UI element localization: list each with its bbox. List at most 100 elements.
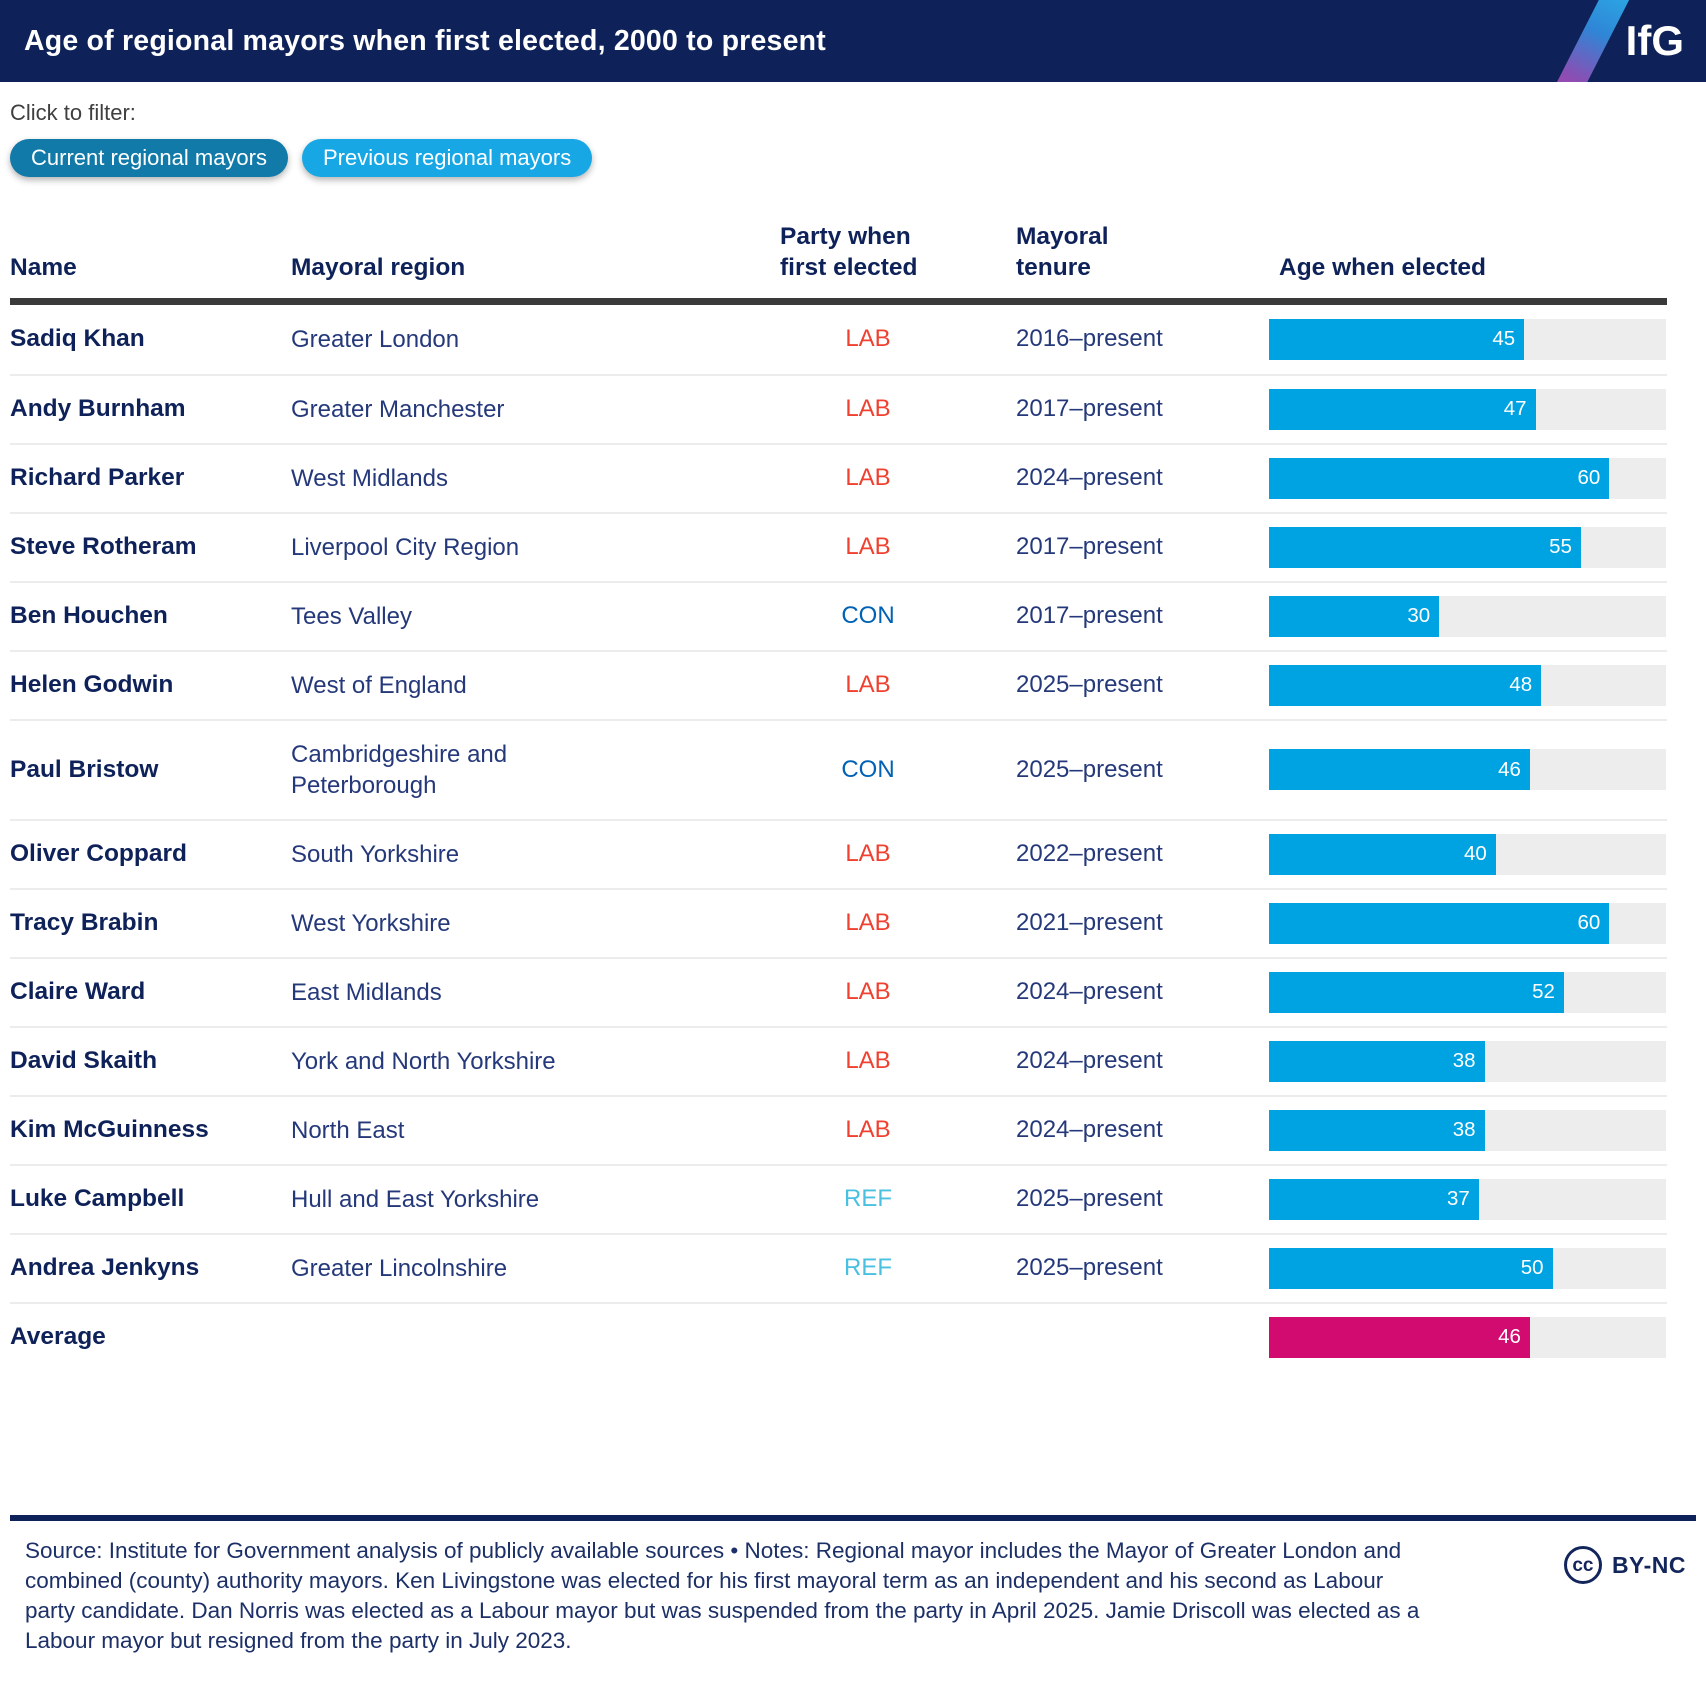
license-label: BY-NC xyxy=(1611,1551,1686,1578)
filter-button-current-regional-mayors[interactable]: Current regional mayors xyxy=(10,139,288,177)
tenure-label: 2024–present xyxy=(1016,1116,1163,1144)
party-label: LAB xyxy=(845,909,891,937)
mayoral-region: Tees Valley xyxy=(291,602,412,630)
mayor-name: Helen Godwin xyxy=(10,671,174,699)
age-bar: 38 xyxy=(1269,1109,1485,1151)
age-bar-track: 38 xyxy=(1269,1109,1666,1151)
table-row: Sadiq Khan Greater London LAB 2016–prese… xyxy=(10,305,1667,374)
age-bar: 50 xyxy=(1269,1247,1553,1289)
party-label: LAB xyxy=(845,395,891,423)
mayor-name: Steve Rotheram xyxy=(10,533,197,561)
table-row: Richard Parker West Midlands LAB 2024–pr… xyxy=(10,442,1667,512)
filter-section: Click to filter: Current regional mayors… xyxy=(10,100,1706,177)
party-label: CON xyxy=(841,755,895,783)
mayoral-region: Cambridgeshire and Peterborough xyxy=(291,740,508,799)
table-row: Claire Ward East Midlands LAB 2024–prese… xyxy=(10,956,1667,1026)
mayoral-region: Greater Manchester xyxy=(291,395,505,423)
table-row: Luke Campbell Hull and East Yorkshire RE… xyxy=(10,1163,1667,1233)
party-label: LAB xyxy=(845,978,891,1006)
tenure-label: 2024–present xyxy=(1016,464,1163,492)
table-body: Sadiq Khan Greater London LAB 2016–prese… xyxy=(10,305,1667,1371)
tenure-label: 2017–present xyxy=(1016,533,1163,561)
mayoral-region: Greater London xyxy=(291,325,460,353)
age-bar-track: 45 xyxy=(1269,318,1666,360)
age-value: 30 xyxy=(1407,604,1431,628)
age-bar: 46 xyxy=(1269,1316,1530,1358)
table-row: Andy Burnham Greater Manchester LAB 2017… xyxy=(10,373,1667,443)
mayor-name: Sadiq Khan xyxy=(10,325,145,353)
table-row: Kim McGuinness North East LAB 2024–prese… xyxy=(10,1094,1667,1164)
mayor-name: Richard Parker xyxy=(10,464,185,492)
age-bar-cell: 60 xyxy=(1269,902,1666,944)
tenure-label: 2025–present xyxy=(1016,1185,1163,1213)
mayoral-region: Hull and East Yorkshire xyxy=(291,1185,540,1213)
age-value: 45 xyxy=(1492,327,1516,351)
age-bar-track: 37 xyxy=(1269,1178,1666,1220)
age-bar-cell: 40 xyxy=(1269,833,1666,875)
age-bar-cell: 60 xyxy=(1269,457,1666,499)
average-row: Average 46 xyxy=(10,1301,1667,1371)
age-value: 46 xyxy=(1498,1325,1521,1349)
column-header-region: Mayoral region xyxy=(291,254,466,282)
footer-rule xyxy=(10,1515,1696,1522)
mayor-name: Kim McGuinness xyxy=(10,1116,209,1144)
table-row: Ben Houchen Tees Valley CON 2017–present… xyxy=(10,580,1667,650)
tenure-label: 2017–present xyxy=(1016,602,1163,630)
mayor-name: Ben Houchen xyxy=(10,602,168,630)
age-bar-track: 47 xyxy=(1269,388,1666,430)
age-bar: 46 xyxy=(1269,749,1530,791)
filter-button-previous-regional-mayors[interactable]: Previous regional mayors xyxy=(301,139,593,177)
ifg-logo: IfG xyxy=(1625,17,1684,64)
age-value: 60 xyxy=(1577,911,1601,935)
party-label: LAB xyxy=(845,464,891,492)
table-row: Paul Bristow Cambridgeshire and Peterbor… xyxy=(10,718,1667,819)
age-bar-cell: 48 xyxy=(1269,664,1666,706)
party-label: LAB xyxy=(845,840,891,868)
mayor-name: Average xyxy=(10,1323,106,1351)
age-bar-cell: 45 xyxy=(1269,318,1666,360)
age-value: 50 xyxy=(1520,1256,1544,1280)
age-bar-cell: 55 xyxy=(1269,526,1666,568)
column-header-age: Age when elected xyxy=(1279,254,1486,282)
age-value: 47 xyxy=(1503,397,1527,421)
party-label: LAB xyxy=(845,1047,891,1075)
filter-buttons: Current regional mayors Previous regional… xyxy=(10,139,1706,177)
mayoral-region: West of England xyxy=(291,671,467,699)
age-bar: 60 xyxy=(1269,457,1610,499)
age-value: 52 xyxy=(1532,980,1555,1004)
mayor-name: David Skaith xyxy=(10,1047,158,1075)
age-bar-cell: 52 xyxy=(1269,971,1666,1013)
party-label: REF xyxy=(844,1254,892,1282)
party-label: CON xyxy=(841,602,895,630)
age-bar: 30 xyxy=(1269,595,1440,637)
tenure-label: 2024–present xyxy=(1016,978,1163,1006)
mayoral-region: West Yorkshire xyxy=(291,909,451,937)
age-bar-cell: 46 xyxy=(1269,749,1666,791)
age-bar: 55 xyxy=(1269,526,1581,568)
age-bar: 48 xyxy=(1269,664,1542,706)
column-header-tenure: Mayoral tenure xyxy=(1016,223,1109,282)
age-bar: 47 xyxy=(1269,388,1536,430)
filter-label: Click to filter: xyxy=(10,100,136,125)
mayoral-region: Greater Lincolnshire xyxy=(291,1254,508,1282)
mayor-name: Andrea Jenkyns xyxy=(10,1254,200,1282)
mayoral-region: York and North Yorkshire xyxy=(291,1047,556,1075)
age-bar-track: 52 xyxy=(1269,971,1666,1013)
mayors-table: Name Mayoral region Party when first ele… xyxy=(10,177,1667,1371)
tenure-label: 2025–present xyxy=(1016,1254,1163,1282)
license-badge: cc BY-NC xyxy=(1563,1536,1686,1585)
mayor-name: Paul Bristow xyxy=(10,755,159,783)
mayoral-region: East Midlands xyxy=(291,978,442,1006)
age-bar-track: 46 xyxy=(1269,1316,1666,1358)
age-bar: 40 xyxy=(1269,833,1496,875)
party-label: REF xyxy=(844,1185,892,1213)
mayor-name: Tracy Brabin xyxy=(10,909,159,937)
cc-icon: cc xyxy=(1563,1546,1602,1585)
table-row: Andrea Jenkyns Greater Lincolnshire REF … xyxy=(10,1232,1667,1302)
table-row: Helen Godwin West of England LAB 2025–pr… xyxy=(10,649,1667,719)
party-label: LAB xyxy=(845,533,891,561)
mayor-name: Andy Burnham xyxy=(10,395,186,423)
footer: Source: Institute for Government analysi… xyxy=(0,1515,1706,1682)
party-label: LAB xyxy=(845,325,891,353)
tenure-label: 2024–present xyxy=(1016,1047,1163,1075)
